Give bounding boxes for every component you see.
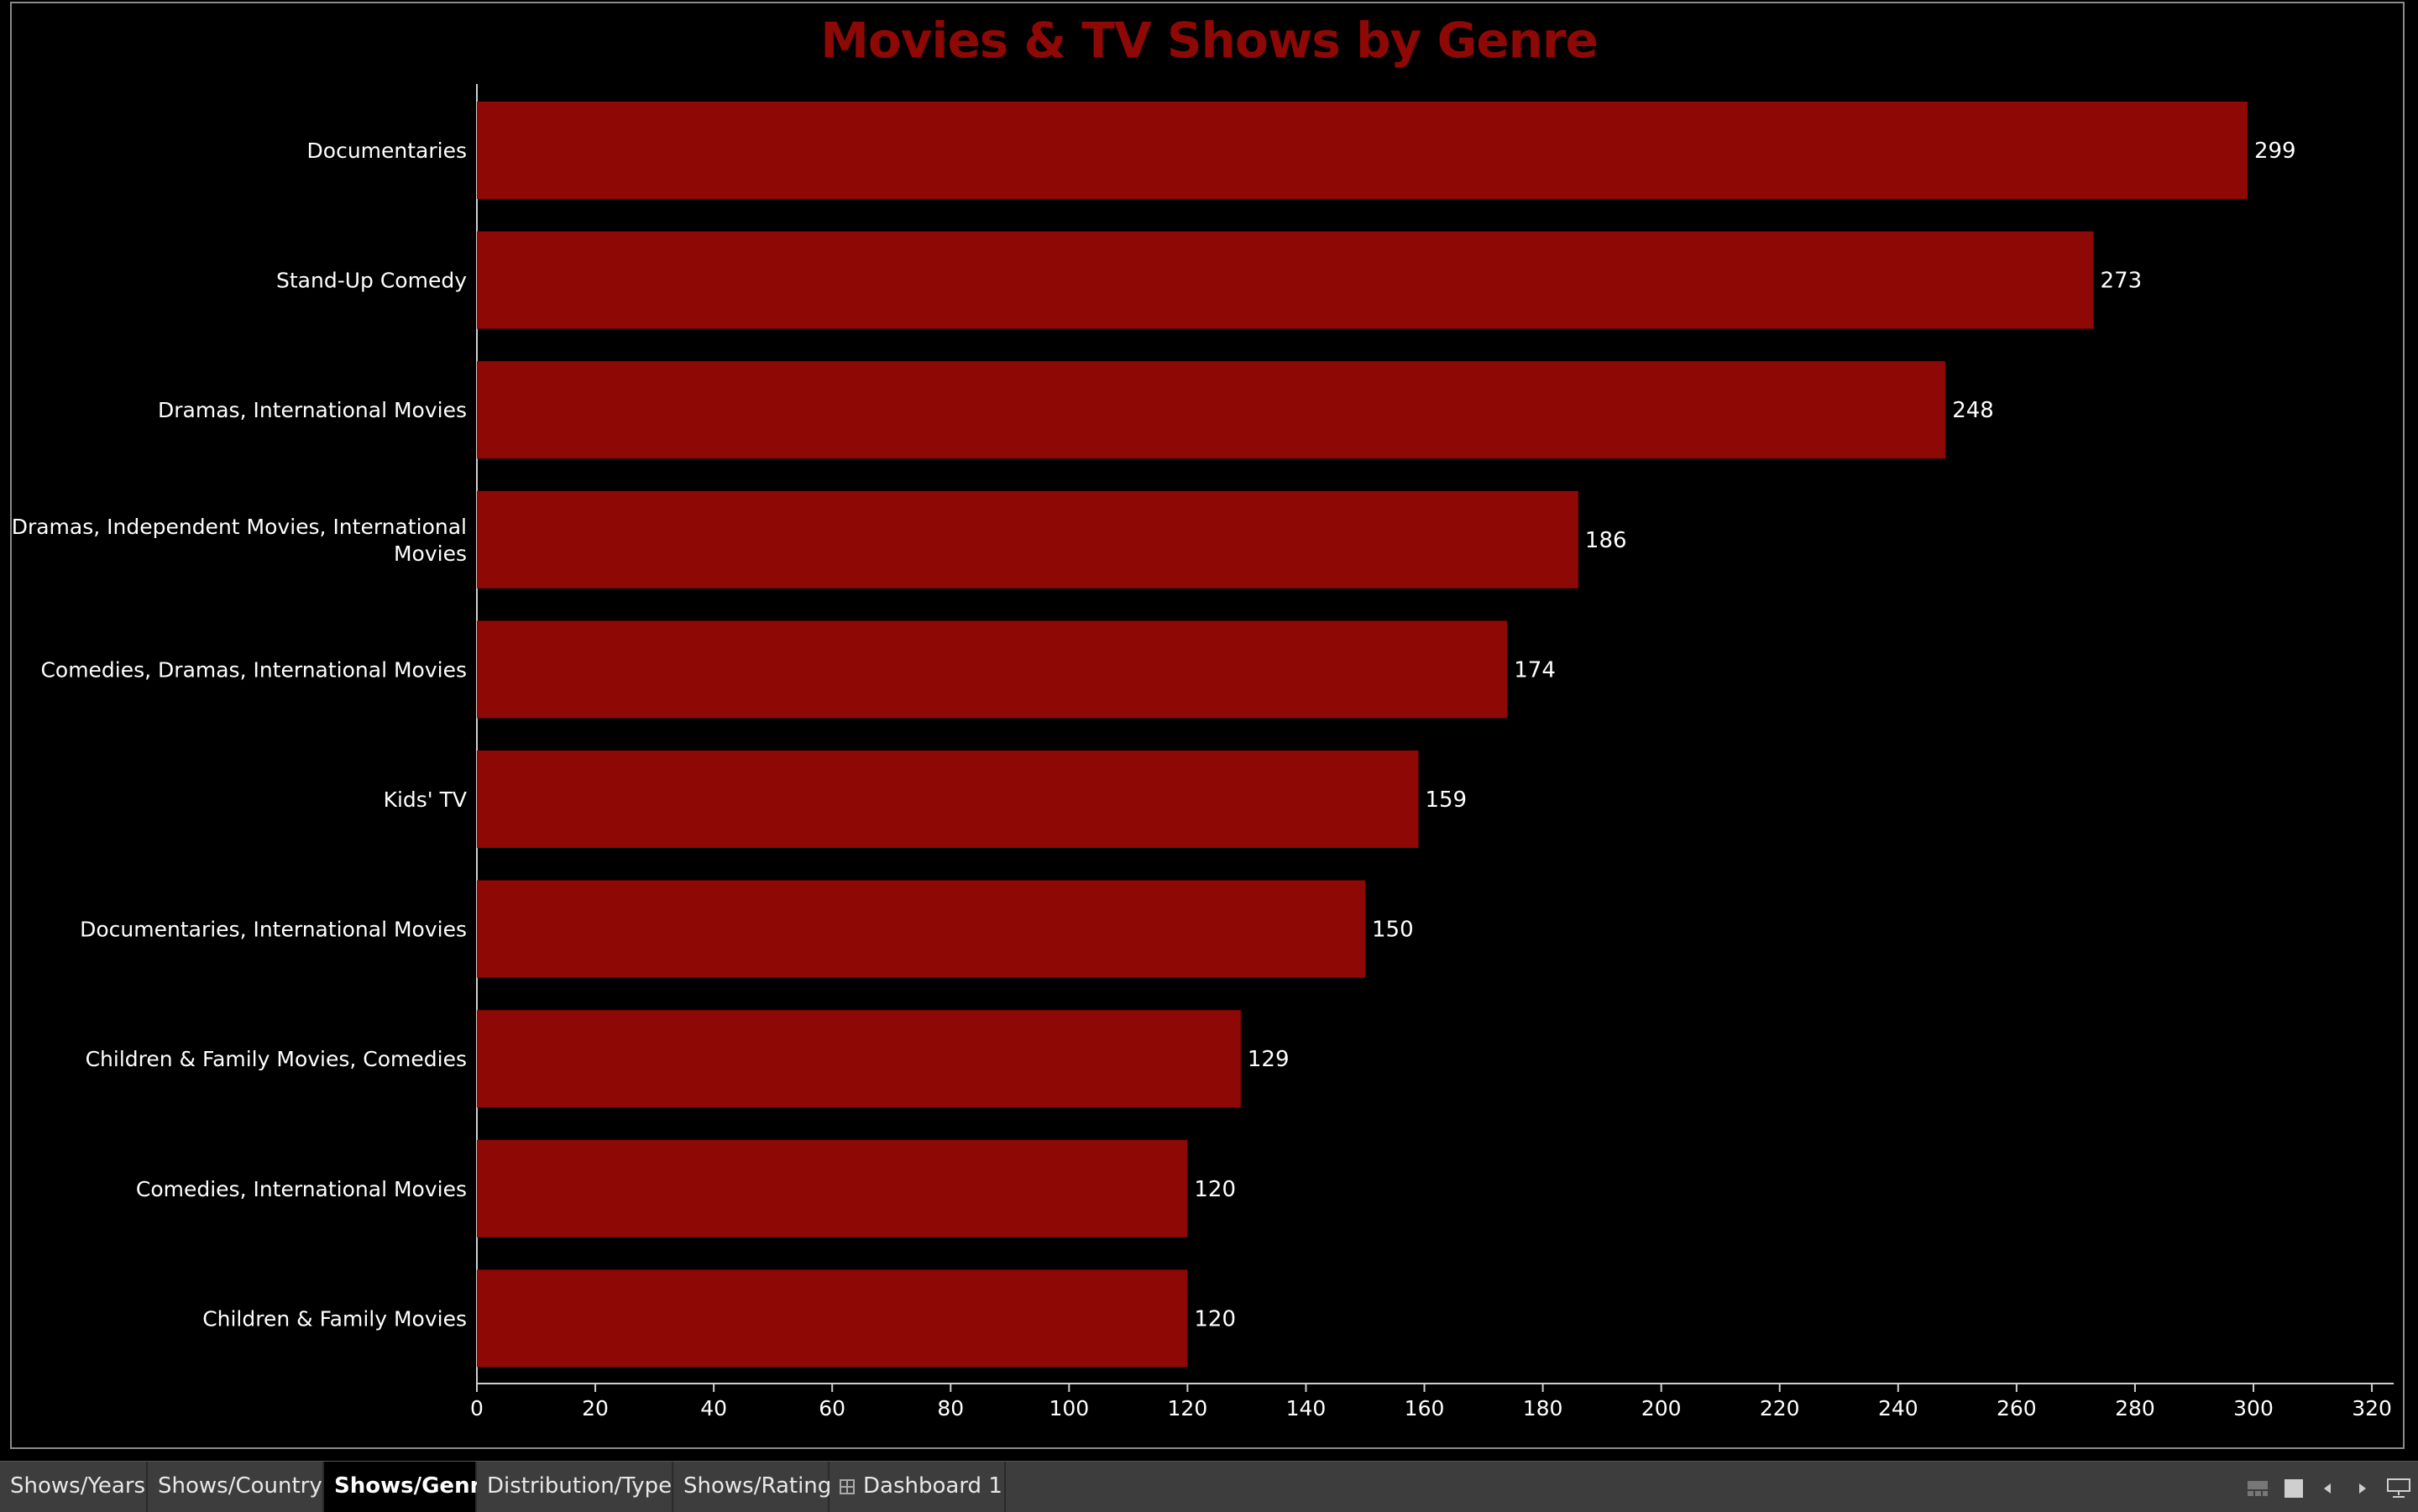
tab-dashboard-1[interactable]: Dashboard 1 xyxy=(830,1462,1006,1512)
x-tick-label: 20 xyxy=(582,1396,609,1420)
x-tick-label: 160 xyxy=(1405,1396,1445,1420)
tab-label: Shows/Country xyxy=(158,1473,322,1499)
tab-shows-country[interactable]: Shows/Country xyxy=(148,1462,324,1512)
data-label: 159 xyxy=(1425,787,1467,813)
data-label: 248 xyxy=(1952,398,1994,423)
dashboard-icon xyxy=(840,1479,855,1494)
x-tick-label: 100 xyxy=(1049,1396,1089,1420)
presentation-mode-icon[interactable] xyxy=(2386,1477,2411,1499)
filmstrip-icon[interactable] xyxy=(2284,1478,2304,1499)
x-tick-label: 140 xyxy=(1286,1396,1327,1420)
x-tick-label: 40 xyxy=(700,1396,727,1420)
tab-shows-rating[interactable]: Shows/Rating xyxy=(673,1462,832,1512)
x-tick-label: 260 xyxy=(1997,1396,2037,1420)
data-label: 186 xyxy=(1585,528,1627,553)
data-label: 120 xyxy=(1194,1177,1236,1202)
bar xyxy=(477,751,1419,848)
bar xyxy=(477,1010,1241,1108)
category-label: Children & Family Movies, Comedies xyxy=(86,1047,467,1071)
data-label: 129 xyxy=(1248,1047,1290,1072)
bar xyxy=(477,1269,1188,1368)
sheet-tab-bar: Shows/Years Shows/Country Shows/Genre Di… xyxy=(0,1461,2418,1512)
x-tick-label: 200 xyxy=(1641,1396,1682,1420)
category-label: Comedies, Dramas, International Movies xyxy=(40,657,467,682)
bar xyxy=(477,490,1578,589)
x-tick-label: 0 xyxy=(470,1396,484,1420)
tab-label: Shows/Rating xyxy=(683,1473,832,1499)
previous-sheet-icon[interactable] xyxy=(2321,1480,2334,1497)
x-tick-label: 220 xyxy=(1760,1396,1800,1420)
category-label: Children & Family Movies xyxy=(202,1306,467,1331)
tab-label: Dashboard 1 xyxy=(863,1473,1002,1499)
x-tick-label: 60 xyxy=(819,1396,845,1420)
x-tick-label: 300 xyxy=(2233,1396,2274,1420)
x-tick-label: 180 xyxy=(1523,1396,1563,1420)
next-sheet-icon[interactable] xyxy=(2356,1480,2369,1497)
tab-distribution-type[interactable]: Distribution/Type xyxy=(477,1462,673,1512)
chart-title: Movies & TV Shows by Genre xyxy=(820,12,1599,69)
category-label: Dramas, Independent Movies, Internationa… xyxy=(12,515,467,539)
tab-label: Shows/Years xyxy=(10,1473,146,1499)
bar xyxy=(477,361,1946,459)
category-label: Stand-Up Comedy xyxy=(276,269,467,293)
data-label: 120 xyxy=(1194,1306,1236,1332)
category-label: Kids' TV xyxy=(384,787,467,812)
data-label: 150 xyxy=(1372,918,1414,943)
tab-label: Shows/Genre xyxy=(334,1473,496,1499)
x-tick-label: 120 xyxy=(1168,1396,1208,1420)
x-tick-label: 280 xyxy=(2115,1396,2155,1420)
bar xyxy=(477,880,1365,978)
tab-label: Distribution/Type xyxy=(487,1473,673,1499)
bar xyxy=(477,102,2248,199)
bar xyxy=(477,620,1508,719)
x-tick-label: 80 xyxy=(937,1396,964,1420)
show-tabs-icon[interactable] xyxy=(2247,1480,2269,1497)
category-label: Documentaries, International Movies xyxy=(80,918,467,942)
category-label: Dramas, International Movies xyxy=(158,398,467,422)
data-label: 299 xyxy=(2254,139,2296,164)
bar xyxy=(477,231,2094,329)
bar-chart: 299 Documentaries 273 Stand-Up Comedy 248 Dra… xyxy=(12,84,2394,1420)
x-tick-label: 320 xyxy=(2352,1396,2392,1420)
x-tick-label: 240 xyxy=(1878,1396,1918,1420)
tab-shows-years[interactable]: Shows/Years xyxy=(0,1462,148,1512)
data-label: 174 xyxy=(1514,657,1556,683)
tab-shows-genre[interactable]: Shows/Genre xyxy=(324,1462,495,1512)
category-label: Comedies, International Movies xyxy=(136,1177,467,1201)
category-label: Documentaries xyxy=(307,139,467,163)
data-label: 273 xyxy=(2101,269,2143,294)
category-label: Movies xyxy=(394,541,467,566)
bar xyxy=(477,1139,1188,1237)
